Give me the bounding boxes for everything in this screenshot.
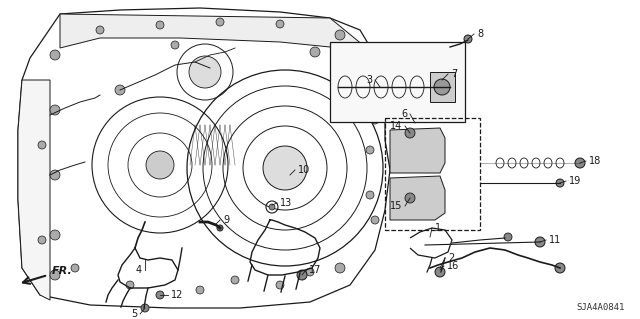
Circle shape: [189, 56, 221, 88]
Circle shape: [276, 281, 284, 289]
Text: 12: 12: [171, 290, 184, 300]
Circle shape: [556, 179, 564, 187]
Text: 6: 6: [401, 109, 407, 119]
Text: 10: 10: [298, 165, 310, 175]
Text: 9: 9: [223, 215, 229, 225]
Circle shape: [535, 237, 545, 247]
Circle shape: [555, 263, 565, 273]
Text: FR.: FR.: [52, 266, 73, 276]
Circle shape: [50, 170, 60, 180]
Circle shape: [50, 50, 60, 60]
Polygon shape: [60, 14, 375, 55]
Bar: [330, 42, 465, 122]
Circle shape: [263, 146, 307, 190]
Circle shape: [96, 26, 104, 34]
Circle shape: [216, 18, 224, 26]
Circle shape: [336, 101, 344, 109]
Text: 11: 11: [549, 235, 561, 245]
Circle shape: [276, 20, 284, 28]
Text: SJA4A0841: SJA4A0841: [577, 303, 625, 312]
Circle shape: [297, 270, 307, 280]
Text: 19: 19: [569, 176, 581, 186]
Circle shape: [171, 41, 179, 49]
Bar: [385, 118, 480, 230]
Circle shape: [435, 267, 445, 277]
Text: 17: 17: [309, 265, 321, 275]
Polygon shape: [390, 176, 445, 220]
Circle shape: [335, 263, 345, 273]
Text: 15: 15: [390, 201, 402, 211]
Polygon shape: [390, 128, 445, 173]
Circle shape: [366, 146, 374, 154]
Text: 16: 16: [447, 261, 460, 271]
Text: 7: 7: [451, 69, 457, 79]
Circle shape: [360, 60, 370, 70]
Circle shape: [141, 304, 149, 312]
Text: 18: 18: [589, 156, 601, 166]
Text: 1: 1: [435, 223, 441, 233]
Circle shape: [50, 230, 60, 240]
Circle shape: [335, 30, 345, 40]
Circle shape: [405, 128, 415, 138]
Circle shape: [156, 21, 164, 29]
Circle shape: [156, 291, 164, 299]
Circle shape: [269, 204, 275, 210]
Circle shape: [371, 216, 379, 224]
Text: 4: 4: [136, 265, 142, 275]
Circle shape: [38, 141, 46, 149]
Circle shape: [50, 105, 60, 115]
Circle shape: [126, 281, 134, 289]
Circle shape: [405, 193, 415, 203]
Circle shape: [575, 158, 585, 168]
Text: 14: 14: [390, 121, 402, 131]
Circle shape: [115, 85, 125, 95]
Text: 5: 5: [131, 309, 137, 319]
Text: 13: 13: [280, 198, 292, 208]
Text: 8: 8: [477, 29, 483, 39]
Circle shape: [38, 236, 46, 244]
Circle shape: [504, 233, 512, 241]
Circle shape: [371, 116, 379, 124]
Circle shape: [306, 268, 314, 276]
Circle shape: [366, 191, 374, 199]
Circle shape: [146, 151, 174, 179]
Circle shape: [464, 35, 472, 43]
Text: 3: 3: [366, 75, 372, 85]
Circle shape: [231, 276, 239, 284]
Text: 2: 2: [448, 253, 454, 263]
Circle shape: [217, 225, 223, 231]
Circle shape: [310, 47, 320, 57]
Bar: [430, 72, 455, 102]
Circle shape: [71, 264, 79, 272]
Circle shape: [196, 286, 204, 294]
Circle shape: [434, 79, 450, 95]
Circle shape: [50, 270, 60, 280]
Polygon shape: [18, 80, 50, 300]
